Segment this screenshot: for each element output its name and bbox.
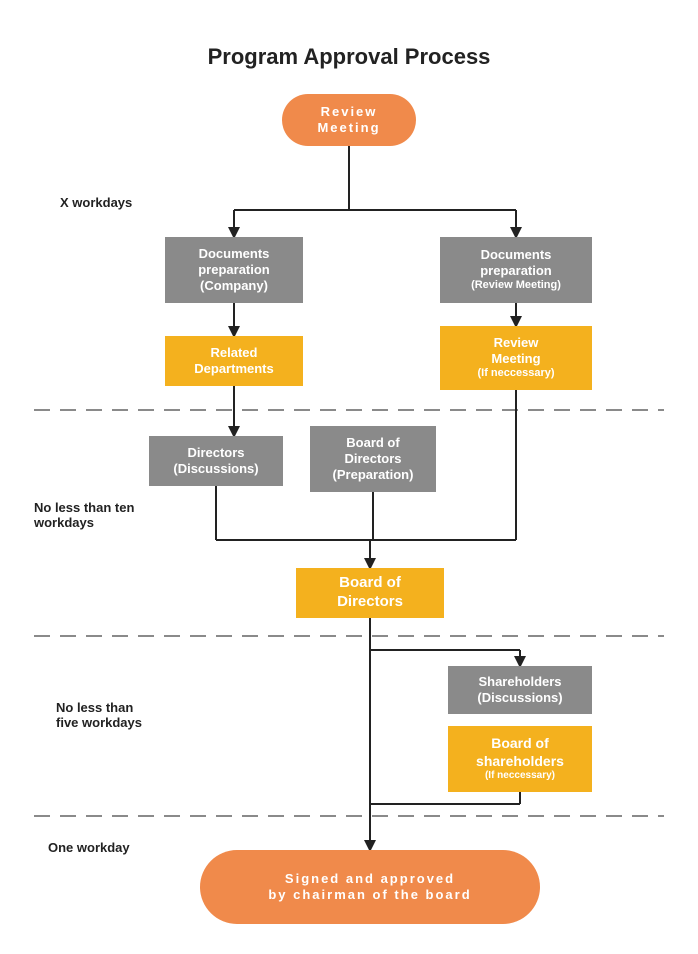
node-start: ReviewMeeting <box>282 94 416 146</box>
node-directors_disc: Directors(Discussions) <box>149 436 283 486</box>
node-related_depts: RelatedDepartments <box>165 336 303 386</box>
node-shareholders_disc: Shareholders(Discussions) <box>448 666 592 714</box>
node-label: Shareholders(Discussions) <box>477 674 562 707</box>
node-label: Directors(Discussions) <box>173 445 258 478</box>
node-label: Board ofDirectors(Preparation) <box>333 435 414 484</box>
node-label: Board ofshareholders(If neccessary) <box>476 735 564 783</box>
node-label: Documentspreparation(Review Meeting) <box>471 247 561 293</box>
node-bosh: Board ofshareholders(If neccessary) <box>448 726 592 792</box>
node-label: ReviewMeeting <box>317 104 380 137</box>
flowchart-canvas: Program Approval Process ReviewMeeting Do… <box>0 0 698 954</box>
node-label: Signed and approvedby chairman of the bo… <box>268 871 471 904</box>
diagram-title: Program Approval Process <box>0 44 698 70</box>
node-docs_company: Documentspreparation(Company) <box>165 237 303 303</box>
node-label: RelatedDepartments <box>194 345 273 378</box>
side-label-ten_workdays: No less than ten workdays <box>34 500 134 530</box>
node-label: Documentspreparation(Company) <box>198 246 270 295</box>
node-end: Signed and approvedby chairman of the bo… <box>200 850 540 924</box>
node-bod_prep: Board ofDirectors(Preparation) <box>310 426 436 492</box>
side-label-x_workdays: X workdays <box>60 195 132 210</box>
side-label-one_workday: One workday <box>48 840 130 855</box>
node-label: ReviewMeeting(If neccessary) <box>477 335 554 381</box>
side-label-five_workdays: No less than five workdays <box>56 700 142 730</box>
node-docs_review: Documentspreparation(Review Meeting) <box>440 237 592 303</box>
node-bod: Board ofDirectors <box>296 568 444 618</box>
node-label: Board ofDirectors <box>337 574 403 612</box>
node-review_if: ReviewMeeting(If neccessary) <box>440 326 592 390</box>
